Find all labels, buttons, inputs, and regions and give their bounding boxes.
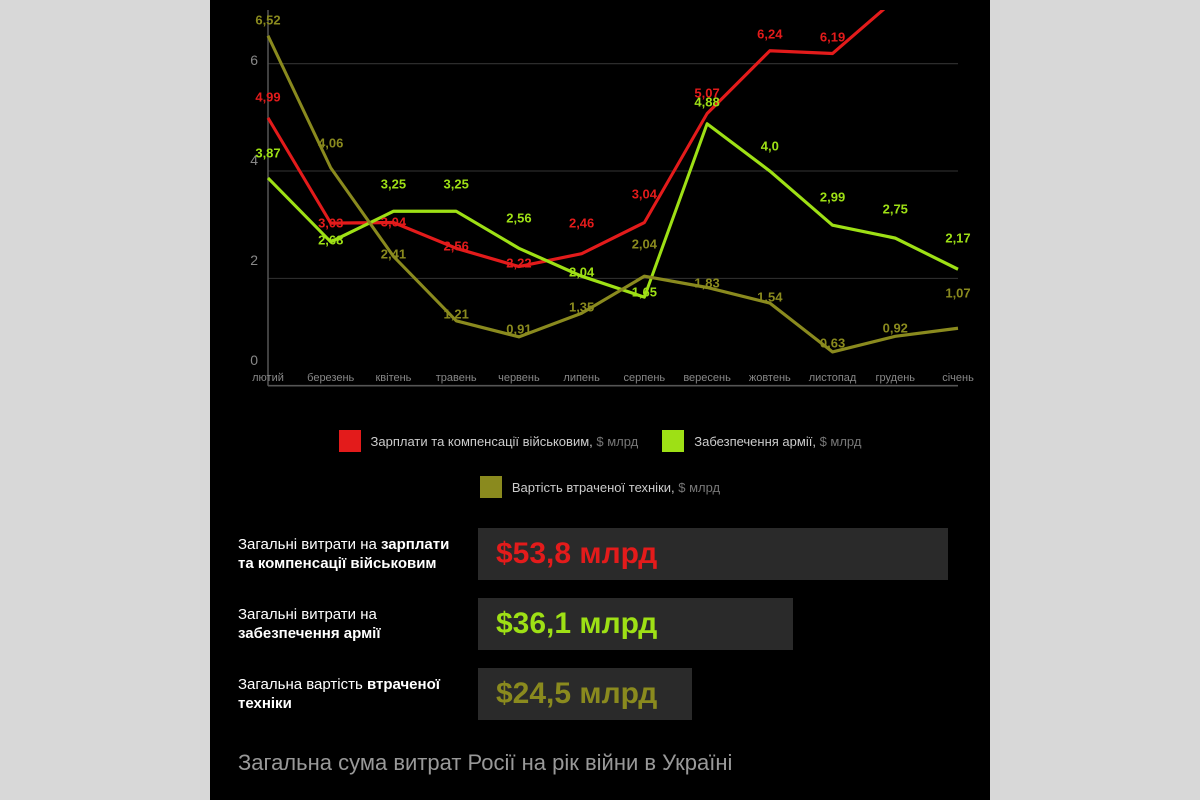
data-label: 0,91 <box>506 321 531 336</box>
totals-section: Загальні витрати на зарплати та компенса… <box>238 528 962 720</box>
chart-svg <box>238 10 962 390</box>
y-tick-label: 6 <box>238 52 258 68</box>
data-label: 3,87 <box>255 145 280 160</box>
y-tick-label: 0 <box>238 352 258 368</box>
x-tick-label: січень <box>942 372 974 384</box>
data-label: 3,04 <box>632 187 657 202</box>
data-label: 6,24 <box>757 27 782 42</box>
legend-swatch <box>339 430 361 452</box>
data-label: 2,22 <box>506 256 531 271</box>
total-bar: $53,8 млрд <box>478 528 948 580</box>
total-label: Загальні витрати на зарплати та компенса… <box>238 535 458 574</box>
legend-item: Зарплати та компенсації військовим, $ мл… <box>339 430 639 452</box>
data-label: 4,06 <box>318 136 343 151</box>
chart-legend: Зарплати та компенсації військовим, $ мл… <box>238 430 962 498</box>
data-label: 1,07 <box>945 285 970 300</box>
data-label: 2,99 <box>820 189 845 204</box>
series-line-equipment <box>268 36 958 352</box>
series-line-salaries <box>268 10 958 267</box>
legend-swatch <box>480 476 502 498</box>
data-label: 1,65 <box>632 284 657 299</box>
data-label: 2,75 <box>883 201 908 216</box>
data-label: 2,17 <box>945 230 970 245</box>
data-label: 1,83 <box>694 275 719 290</box>
data-label: 0,92 <box>883 321 908 336</box>
line-chart: 0246лютийберезеньквітеньтравеньчервеньли… <box>238 10 962 390</box>
total-bar: $36,1 млрд <box>478 598 793 650</box>
x-tick-label: травень <box>436 372 477 384</box>
x-tick-label: лютий <box>252 372 284 384</box>
legend-item: Забезпечення армії, $ млрд <box>662 430 861 452</box>
legend-swatch <box>662 430 684 452</box>
x-tick-label: квітень <box>375 372 411 384</box>
total-row: Загальні витрати на зарплати та компенса… <box>238 528 962 580</box>
infographic-panel: 0246лютийберезеньквітеньтравеньчервеньли… <box>210 0 990 800</box>
data-label: 3,03 <box>318 215 343 230</box>
data-label: 3,04 <box>381 215 406 230</box>
data-label: 2,04 <box>569 265 594 280</box>
x-tick-label: жовтень <box>749 372 791 384</box>
x-tick-label: вересень <box>683 372 731 384</box>
data-label: 0,63 <box>820 335 845 350</box>
data-label: 3,25 <box>381 176 406 191</box>
legend-label: Забезпечення армії, $ млрд <box>694 434 861 449</box>
data-label: 4,88 <box>694 95 719 110</box>
series-line-provision <box>268 124 958 297</box>
total-label: Загальна вартість втраченої техніки <box>238 675 458 714</box>
data-label: 6,19 <box>820 29 845 44</box>
legend-label: Зарплати та компенсації військовим, $ мл… <box>371 434 639 449</box>
data-label: 1,54 <box>757 290 782 305</box>
x-tick-label: липень <box>563 372 599 384</box>
data-label: 2,56 <box>444 239 469 254</box>
x-tick-label: червень <box>498 372 540 384</box>
data-label: 2,41 <box>381 246 406 261</box>
data-label: 2,56 <box>506 211 531 226</box>
total-label: Загальні витрати на забезпечення армії <box>238 605 458 644</box>
data-label: 4,99 <box>255 89 280 104</box>
data-label: 4,0 <box>761 139 779 154</box>
y-tick-label: 2 <box>238 252 258 268</box>
x-tick-label: листопад <box>809 372 857 384</box>
x-tick-label: серпень <box>624 372 666 384</box>
legend-item: Вартість втраченої техніки, $ млрд <box>480 476 720 498</box>
data-label: 2,68 <box>318 233 343 248</box>
x-tick-label: березень <box>307 372 354 384</box>
data-label: 2,04 <box>632 237 657 252</box>
total-row: Загальні витрати на забезпечення армії $3… <box>238 598 962 650</box>
total-row: Загальна вартість втраченої техніки $24,5… <box>238 668 962 720</box>
legend-label: Вартість втраченої техніки, $ млрд <box>512 480 720 495</box>
footer-title: Загальна сума витрат Росії на рік війни … <box>238 750 962 776</box>
data-label: 6,52 <box>255 13 280 28</box>
x-tick-label: грудень <box>876 372 915 384</box>
data-label: 1,21 <box>444 306 469 321</box>
data-label: 3,25 <box>444 176 469 191</box>
data-label: 1,35 <box>569 299 594 314</box>
total-bar: $24,5 млрд <box>478 668 692 720</box>
data-label: 2,46 <box>569 216 594 231</box>
